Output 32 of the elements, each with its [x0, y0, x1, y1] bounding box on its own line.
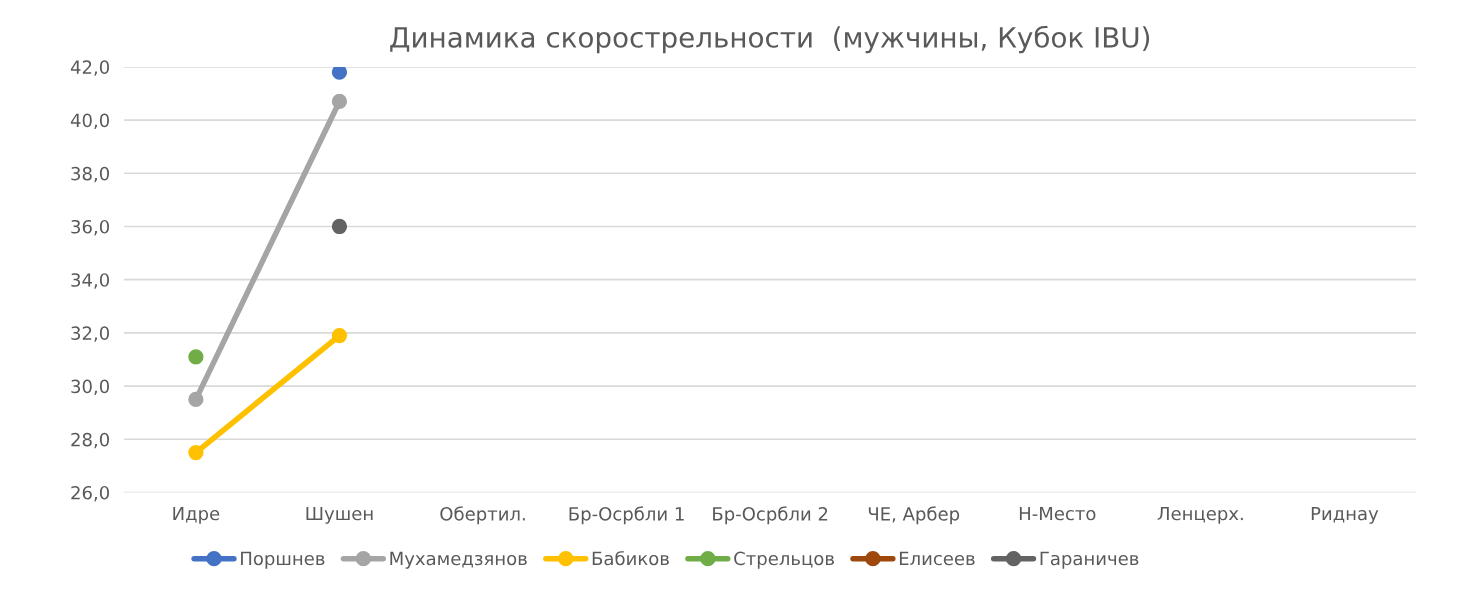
y-tick-label: 26,0	[71, 485, 110, 502]
x-tick-label: Шушен	[306, 506, 373, 524]
point	[188, 444, 204, 461]
legend-label: Елисеев	[899, 551, 975, 566]
x-tick-label: Ленцерх.	[1157, 506, 1243, 524]
legend-label: Мухамедзянов	[390, 551, 527, 569]
x-tick-label: Идре	[173, 506, 220, 524]
y-tick-label: 34,0	[71, 273, 110, 289]
y-tick-label: 30,0	[71, 379, 110, 396]
x-tick-label: Обертил.	[440, 506, 525, 525]
point	[188, 349, 204, 365]
x-tick-label: ЧЕ, Арбер	[868, 506, 960, 525]
x-tick-label: Бр-Осрбли 1	[569, 506, 684, 525]
point	[331, 93, 348, 110]
legend-label: Стрельцов	[734, 551, 834, 569]
x-tick-label: Риднау	[1311, 506, 1379, 524]
y-tick-label: 38,0	[71, 166, 110, 183]
y-tick-label: 36,0	[71, 219, 110, 236]
y-tick-label: 42,0	[70, 60, 110, 76]
x-tick-label: Н-Место	[1019, 506, 1096, 521]
point	[331, 66, 348, 80]
point	[331, 218, 348, 235]
x-tick-label: Бр-Осрбли 2	[713, 506, 828, 525]
legend-label: Бабиков	[592, 550, 669, 566]
y-tick-label: 32,0	[71, 326, 110, 342]
y-tick-label: 28,0	[71, 432, 110, 449]
point	[188, 391, 204, 408]
y-tick-label: 40,0	[70, 113, 110, 130]
chart-title: Динамика скорострельности (мужчины, Кубок IBU)	[390, 25, 1150, 54]
legend-label: Гараничев	[1040, 551, 1139, 569]
legend-label: Поршнев	[241, 551, 325, 569]
point	[331, 327, 348, 344]
